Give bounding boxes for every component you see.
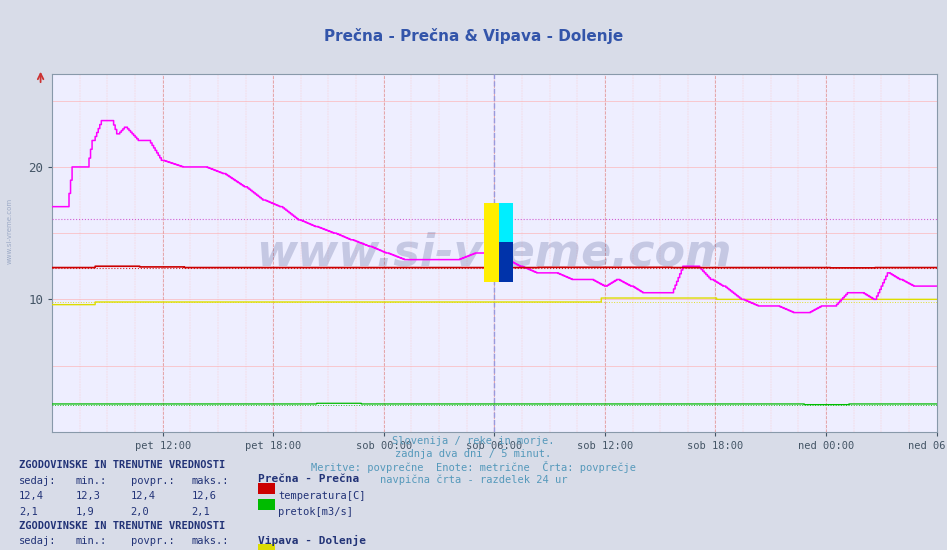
Text: ZGODOVINSKE IN TRENUTNE VREDNOSTI: ZGODOVINSKE IN TRENUTNE VREDNOSTI: [19, 460, 225, 470]
Text: 1,9: 1,9: [76, 507, 95, 516]
Text: navpična črta - razdelek 24 ur: navpična črta - razdelek 24 ur: [380, 474, 567, 485]
Text: Prečna - Prečna: Prečna - Prečna: [258, 474, 359, 484]
Text: sedaj:: sedaj:: [19, 476, 57, 486]
Text: www.si-vreme.com: www.si-vreme.com: [257, 232, 732, 274]
Text: maks.:: maks.:: [191, 476, 229, 486]
Bar: [499, 243, 513, 282]
Text: sedaj:: sedaj:: [19, 536, 57, 546]
Text: Meritve: povprečne  Enote: metrične  Črta: povprečje: Meritve: povprečne Enote: metrične Črta:…: [311, 461, 636, 474]
Text: povpr.:: povpr.:: [131, 536, 174, 546]
Text: Vipava - Dolenje: Vipava - Dolenje: [258, 535, 366, 546]
Text: ZGODOVINSKE IN TRENUTNE VREDNOSTI: ZGODOVINSKE IN TRENUTNE VREDNOSTI: [19, 521, 225, 531]
Text: 2,1: 2,1: [19, 507, 38, 516]
Bar: [484, 203, 499, 282]
Text: pretok[m3/s]: pretok[m3/s]: [278, 507, 353, 516]
Text: 2,1: 2,1: [191, 507, 210, 516]
Bar: [499, 203, 513, 242]
Text: min.:: min.:: [76, 536, 107, 546]
Text: Prečna - Prečna & Vipava - Dolenje: Prečna - Prečna & Vipava - Dolenje: [324, 28, 623, 44]
Text: 12,4: 12,4: [131, 491, 155, 501]
Text: povpr.:: povpr.:: [131, 476, 174, 486]
Text: zadnja dva dni / 5 minut.: zadnja dva dni / 5 minut.: [396, 449, 551, 459]
Text: maks.:: maks.:: [191, 536, 229, 546]
Text: 12,6: 12,6: [191, 491, 216, 501]
Text: www.si-vreme.com: www.si-vreme.com: [7, 198, 12, 264]
Text: 12,4: 12,4: [19, 491, 44, 501]
Text: min.:: min.:: [76, 476, 107, 486]
Text: temperatura[C]: temperatura[C]: [278, 491, 366, 501]
Text: 2,0: 2,0: [131, 507, 150, 516]
Text: Slovenija / reke in morje.: Slovenija / reke in morje.: [392, 436, 555, 446]
Text: 12,3: 12,3: [76, 491, 100, 501]
